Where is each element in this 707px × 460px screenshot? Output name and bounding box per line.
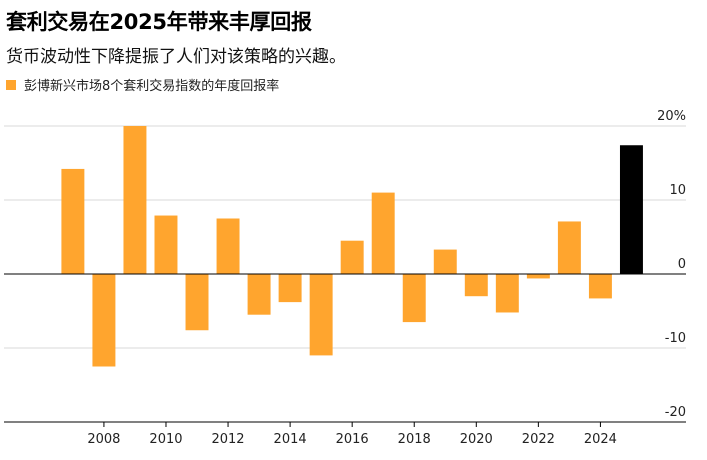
x-tick-label: 2016 (336, 432, 369, 447)
y-tick-label: 10 (669, 183, 686, 198)
x-tick-label: 2012 (211, 432, 244, 447)
x-tick-label: 2024 (584, 432, 617, 447)
bar-2022 (526, 274, 550, 279)
y-tick-label: -10 (665, 331, 686, 346)
chart-subtitle: 货币波动性下降提振了人们对该策略的兴趣。 (6, 47, 346, 67)
x-tick-label: 2010 (149, 432, 182, 447)
bar-2017 (371, 192, 395, 274)
bar-2013 (247, 274, 271, 315)
bar-2019 (433, 249, 457, 274)
y-tick-label: -20 (665, 405, 686, 420)
bar-2009 (123, 126, 147, 274)
bar-2025 (619, 145, 643, 274)
bar-2012 (216, 218, 240, 274)
bar-2018 (402, 274, 426, 323)
bar-2011 (185, 274, 209, 331)
bar-2023 (557, 221, 581, 274)
x-tick-label: 2014 (274, 432, 307, 447)
axes: 20% 10 0 -10 -20 2008 2010 2012 2014 2016 2018 2020… (4, 109, 686, 447)
bar-2020 (464, 274, 488, 297)
y-tick-label: 20% (657, 109, 686, 124)
bar-2021 (495, 274, 519, 313)
legend-label: 彭博新兴市场8个套利交易指数的年度回报率 (24, 79, 280, 94)
legend-swatch (6, 79, 16, 90)
y-tick-label: 0 (678, 257, 686, 272)
bar-2008 (92, 274, 116, 367)
legend: 彭博新兴市场8个套利交易指数的年度回报率 (6, 75, 279, 94)
bars (61, 126, 643, 367)
x-tick-label: 2018 (398, 432, 431, 447)
bar-2016 (340, 240, 364, 274)
chart-title: 套利交易在2025年带来丰厚回报 (6, 10, 312, 34)
x-tick-label: 2020 (460, 432, 493, 447)
bar-2015 (309, 274, 333, 356)
bar-2010 (154, 215, 178, 274)
bar-2014 (278, 274, 302, 303)
x-tick-label: 2008 (87, 432, 120, 447)
x-tick-label: 2022 (522, 432, 555, 447)
bar-2007 (61, 168, 85, 274)
bar-2024 (588, 274, 612, 299)
